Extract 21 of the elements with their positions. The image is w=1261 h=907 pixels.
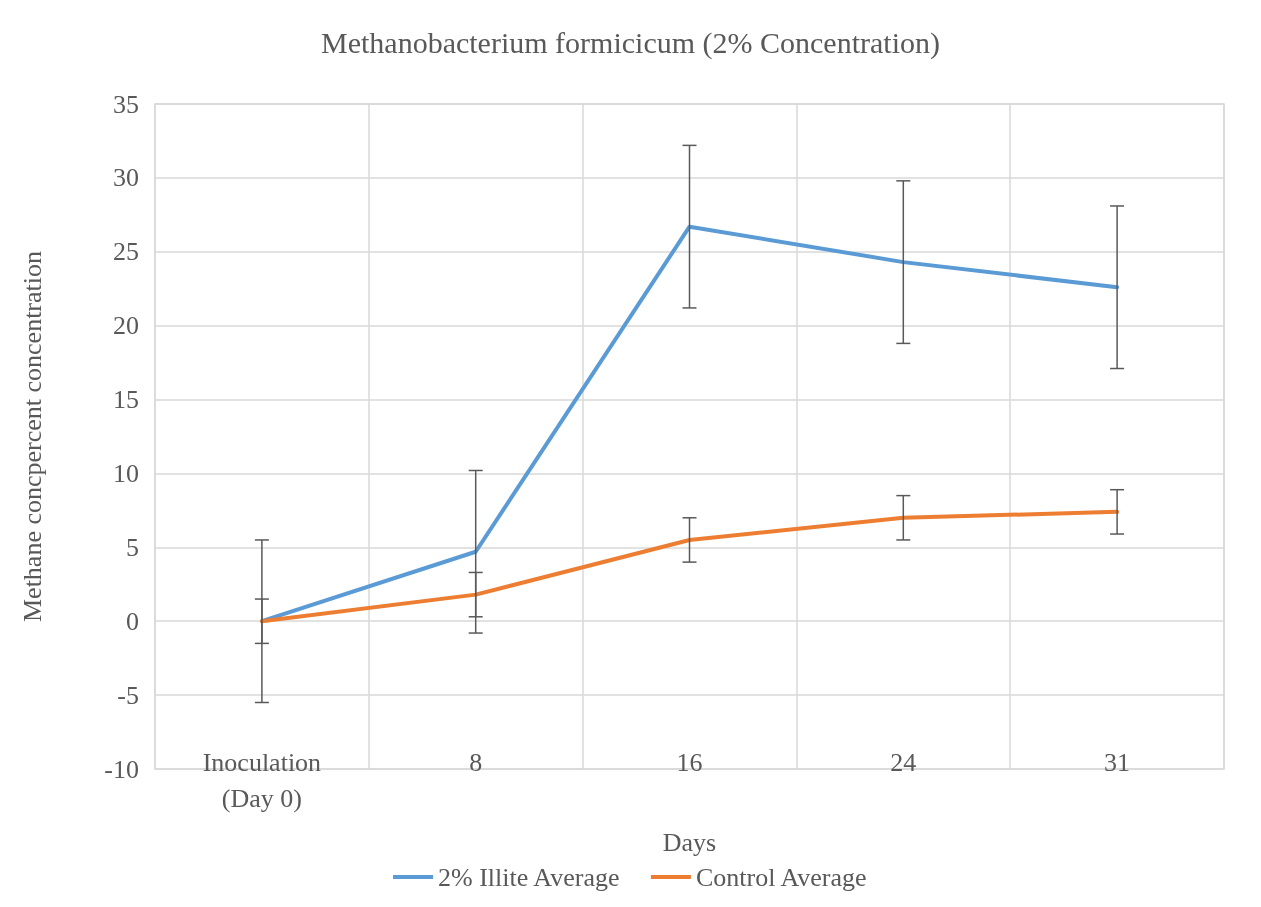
x-axis-title: Days — [662, 827, 717, 857]
x-tick-label: 24 — [890, 747, 917, 777]
y-tick-label: -10 — [104, 754, 139, 784]
x-tick-label: 16 — [676, 747, 703, 777]
line-series — [259, 509, 1120, 624]
x-tick-label: 31 — [1104, 747, 1131, 777]
y-tick-label: 35 — [113, 89, 139, 119]
legend-label: 2% Illite Average — [438, 862, 620, 892]
x-tick-label: 8 — [469, 747, 483, 777]
chart-title: Methanobacterium formicicum (2% Concentration) — [321, 25, 940, 60]
y-axis-title: Methane concpercent concentration — [17, 250, 47, 623]
y-tick-label: 15 — [113, 385, 139, 415]
legend-label: Control Average — [695, 862, 867, 892]
y-tick-label: 25 — [113, 237, 139, 267]
x-tick-label: Inoculation (Day 0) — [202, 747, 322, 813]
y-tick-label: 5 — [126, 532, 139, 562]
y-tick-label: 0 — [126, 606, 139, 636]
y-tick-label: 10 — [113, 458, 139, 488]
y-tick-label: -5 — [117, 680, 139, 710]
y-tick-label: 20 — [113, 311, 139, 341]
y-tick-label: 30 — [113, 163, 139, 193]
